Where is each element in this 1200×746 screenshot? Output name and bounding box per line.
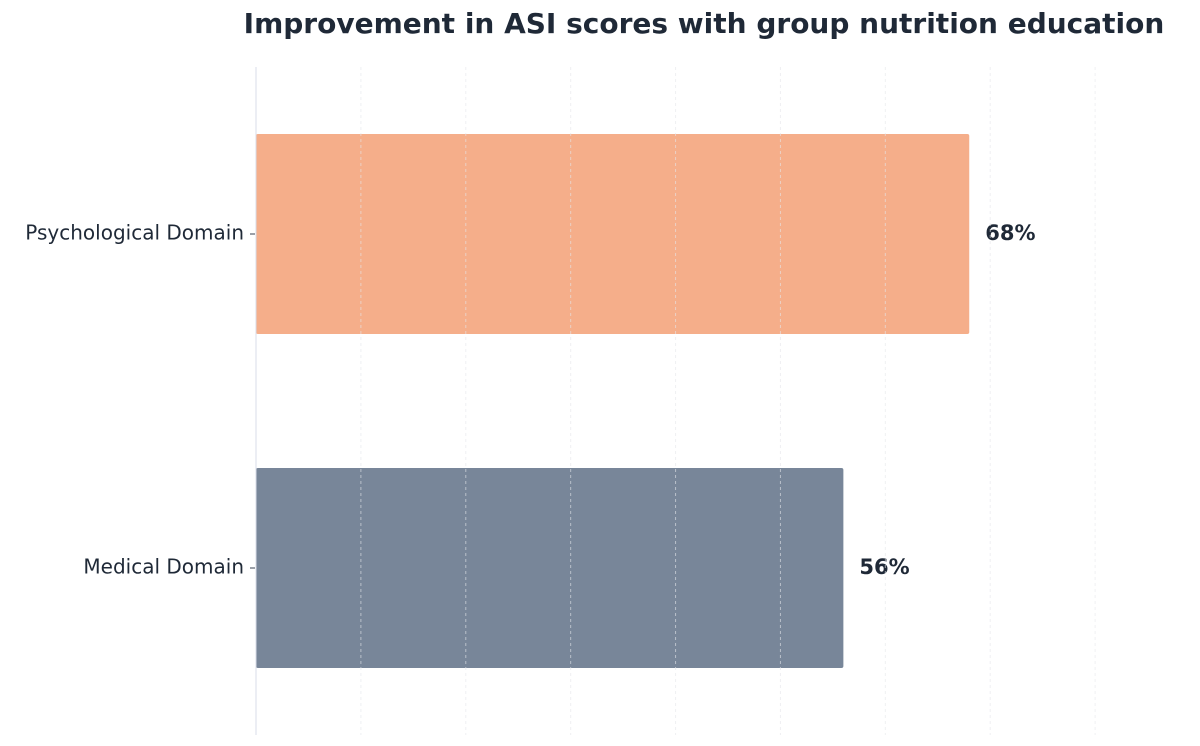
- bars: [256, 134, 970, 668]
- y-tick-label: Psychological Domain: [25, 221, 244, 245]
- grid: [255, 67, 1096, 735]
- bar: [256, 134, 970, 334]
- bar: [256, 468, 844, 668]
- chart-title: Improvement in ASI scores with group nut…: [244, 7, 1165, 40]
- value-label: 56%: [859, 555, 909, 579]
- value-label: 68%: [985, 221, 1035, 245]
- y-tick-label: Medical Domain: [83, 555, 244, 579]
